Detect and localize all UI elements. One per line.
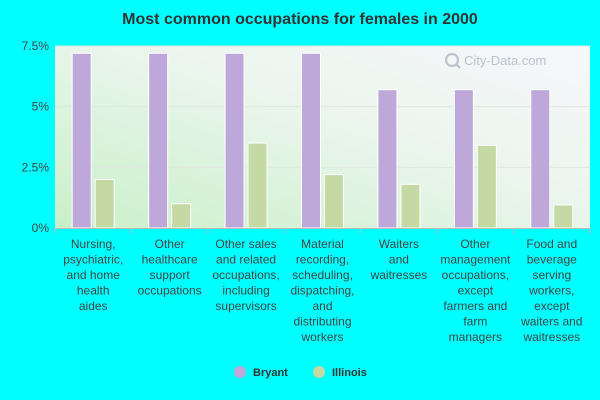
bars [71,52,574,229]
category-label-1: Nursing, psychiatric, and home health aides [63,237,123,313]
x-axis [54,228,591,234]
bar-bryant-5 [377,89,398,229]
y-axis-ticks: 0% 2.5% 5% 7.5% [22,39,50,235]
bar-illinois-7 [553,204,574,229]
magnifier-icon [445,53,459,67]
category-label-3: Other sales and related occupations, includ… [212,237,279,313]
category-labels: Nursing, psychiatric, and home health aidesO… [63,237,582,344]
legend-swatch-bryant [234,366,246,378]
watermark-text: City-Data.com [464,53,546,68]
legend: Bryant Illinois [234,366,367,379]
y-tick-label: 7.5% [22,39,50,53]
bar-illinois-6 [476,144,497,229]
bar-bryant-6 [453,89,474,229]
bar-bryant-3 [224,52,245,229]
gridlines [55,45,590,168]
category-label-2: Other healthcare support occupations [138,237,202,298]
legend-swatch-illinois [313,366,325,378]
legend-label-illinois: Illinois [332,367,367,379]
category-label-4: Material recording, scheduling, dispatching… [290,237,354,344]
category-label-5: Waiters and waitresses [370,237,428,282]
bar-bryant-4 [301,52,321,229]
bar-illinois-4 [324,174,344,229]
chart-title: Most common occupations for females in 2… [122,11,478,28]
bar-illinois-1 [94,178,115,229]
bar-illinois-3 [247,142,268,229]
category-label-7: Food and beverage serving workers, except wai… [520,237,582,344]
y-tick-label: 0% [32,221,50,235]
y-tick-label: 5% [32,100,50,114]
bar-illinois-5 [400,183,421,229]
magnifier-handle [455,63,461,69]
bar-bryant-7 [530,89,551,229]
watermark: City-Data.com [445,53,546,69]
bar-bryant-1 [71,52,92,229]
bar-illinois-2 [171,203,192,229]
bar-bryant-2 [148,52,169,229]
category-label-6: Other management occupations, except farmers… [440,237,511,344]
legend-label-bryant: Bryant [253,367,288,379]
plot-area [55,46,590,228]
y-tick-label: 2.5% [22,160,50,174]
